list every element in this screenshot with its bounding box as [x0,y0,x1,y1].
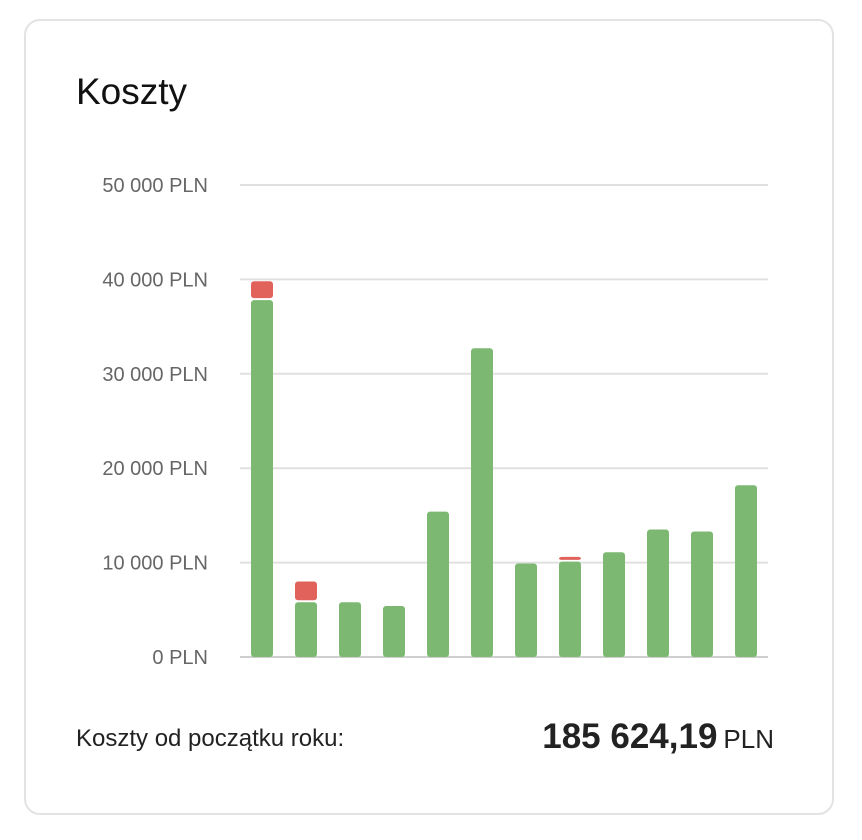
bar-segment-costs [339,602,361,657]
bar-segment-costs [735,485,757,657]
bar-segment-costs [603,552,625,657]
bar-segment-costs [559,561,581,657]
bar-segment-costs [515,563,537,657]
y-tick-label: 50 000 PLN [102,175,208,197]
bar-segment-costs [295,602,317,657]
bar-segment-overdue [295,581,317,601]
bar-segment-costs [691,531,713,657]
y-tick-label: 30 000 PLN [102,364,208,386]
chart-grid [240,184,768,658]
bar-segment-costs [471,348,493,657]
y-tick-label: 20 000 PLN [102,458,208,480]
ytd-costs-currency: PLN [723,724,774,754]
y-axis-labels: 0 PLN 10 000 PLN 20 000 PLN 30 000 PLN 40 00… [102,175,208,669]
y-tick-label: 40 000 PLN [102,269,208,291]
costs-card: Koszty 0 PLN 10 000 PLN 20 000 PLN 30 000 P… [24,19,834,815]
y-tick-label: 0 PLN [152,647,208,669]
bar-segment-costs [647,529,669,657]
y-tick-label: 10 000 PLN [102,553,208,575]
ytd-costs-amount: 185 624,19 [542,717,718,756]
bar-segment-overdue [251,281,273,299]
card-title: Koszty [76,71,188,112]
chart-bars [251,281,757,657]
ytd-costs-value: 185 624,19 PLN [542,717,774,757]
bar-segment-costs [427,511,449,657]
ytd-costs-label: Koszty od początku roku: [76,725,345,752]
bar-segment-overdue [559,556,581,560]
bar-segment-costs [251,300,273,657]
bar-segment-costs [383,606,405,657]
costs-bar-chart: 0 PLN 10 000 PLN 20 000 PLN 30 000 PLN 40 00… [102,175,768,669]
